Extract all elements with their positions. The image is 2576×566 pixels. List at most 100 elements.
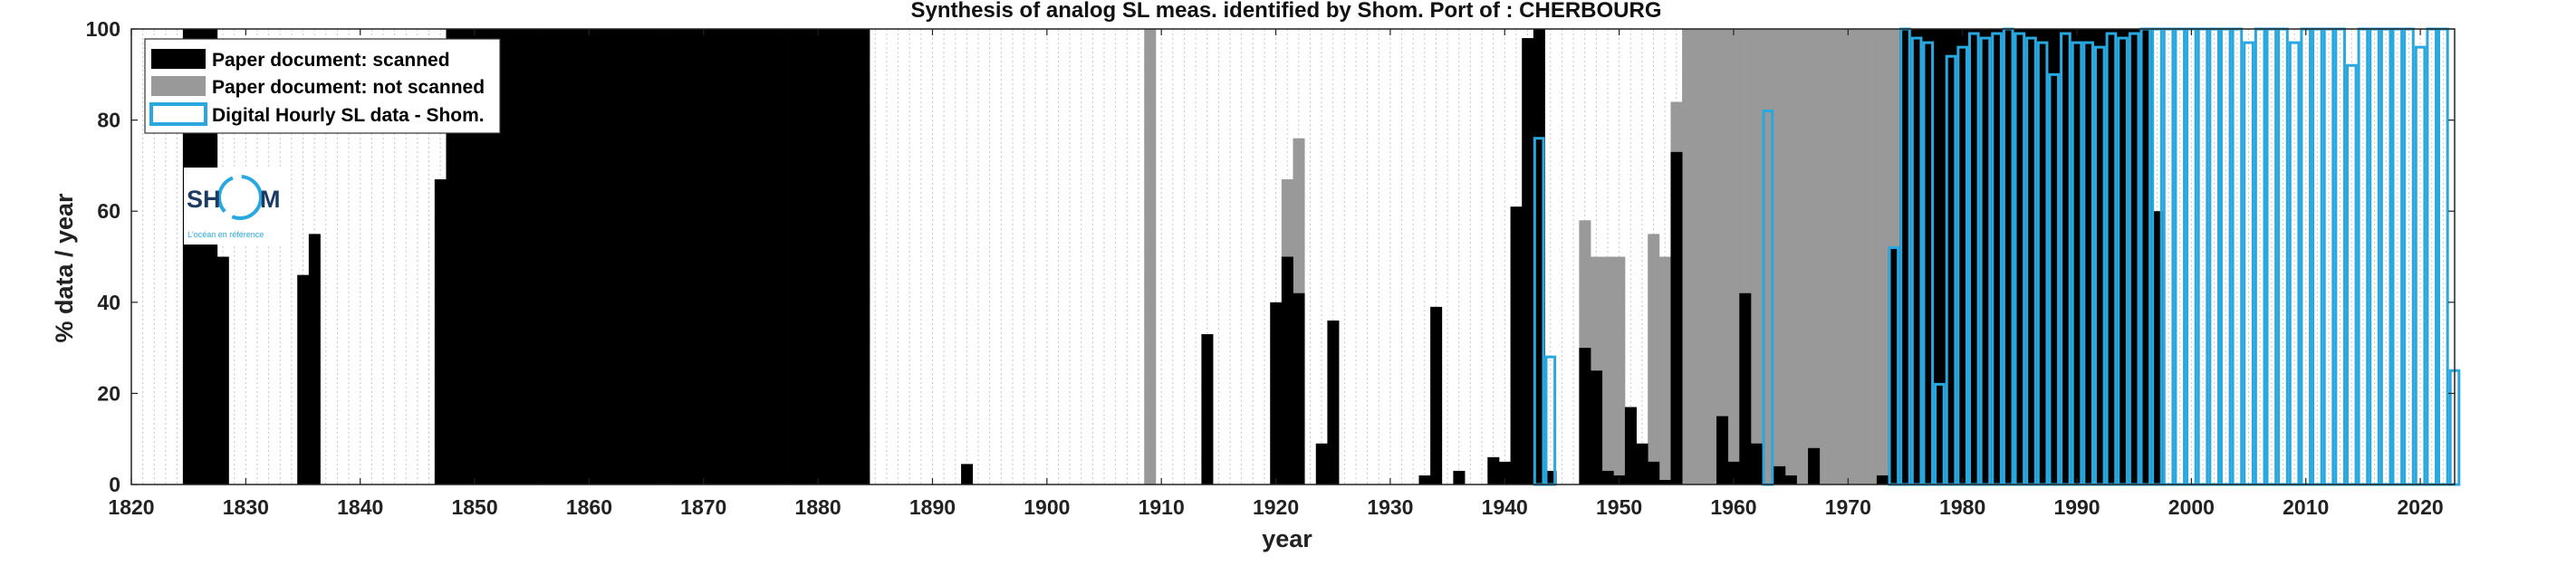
bar-scanned: [732, 29, 745, 484]
legend-label-scanned: Paper document: scanned: [212, 50, 450, 71]
bar-scanned: [1487, 456, 1500, 484]
bar-scanned: [651, 29, 664, 484]
bar-scanned: [434, 178, 447, 485]
bar-scanned: [801, 29, 813, 484]
bar-scanned: [1579, 348, 1591, 484]
bar-scanned: [1522, 38, 1534, 485]
bar-scanned: [1636, 443, 1648, 484]
bar-scanned: [537, 29, 550, 484]
bar-scanned: [583, 29, 596, 484]
x-axis-title: year: [1262, 525, 1312, 552]
bar-scanned: [1453, 470, 1466, 484]
bar-not-scanned: [1876, 29, 1889, 484]
bar-scanned: [514, 29, 527, 484]
bar-not-scanned: [1144, 29, 1157, 484]
y-tick-label: 0: [109, 473, 120, 496]
y-axis-title: % data / year: [51, 193, 78, 343]
bar-scanned: [961, 464, 974, 484]
bar-scanned: [560, 29, 572, 484]
bar-scanned: [1876, 475, 1889, 484]
bar-scanned: [663, 29, 676, 484]
logo-text-right: M: [260, 186, 281, 213]
x-tick-label: 1840: [337, 495, 383, 519]
x-tick-label: 2010: [2283, 495, 2329, 519]
bar-scanned: [480, 29, 493, 484]
bar-not-scanned: [1842, 29, 1855, 484]
bar-scanned: [858, 29, 870, 484]
bar-scanned: [525, 29, 538, 484]
bar-scanned: [572, 29, 584, 484]
bar-not-scanned: [1831, 29, 1843, 484]
bar-scanned: [1591, 370, 1603, 484]
bar-scanned: [457, 29, 470, 484]
bar-scanned: [1281, 256, 1293, 484]
chart-title: Synthesis of analog SL meas. identified …: [911, 0, 1662, 23]
bar-scanned: [216, 256, 229, 484]
bar-scanned: [629, 29, 641, 484]
x-tick-label: 1900: [1024, 495, 1070, 519]
bar-not-scanned: [1784, 29, 1797, 484]
bar-scanned: [206, 29, 218, 484]
bar-scanned: [194, 29, 207, 484]
bar-scanned: [1808, 447, 1821, 484]
bar-scanned: [755, 29, 767, 484]
bar-scanned: [1498, 461, 1511, 484]
bar-scanned: [1315, 443, 1328, 484]
bar-scanned: [1784, 475, 1797, 484]
bar-not-scanned: [1705, 29, 1717, 484]
x-tick-label: 1860: [566, 495, 612, 519]
x-tick-label: 2000: [2168, 495, 2215, 519]
bar-scanned: [1670, 151, 1683, 484]
x-tick-label: 1940: [1482, 495, 1528, 519]
bar-scanned: [606, 29, 619, 484]
bar-not-scanned: [1716, 29, 1729, 484]
y-tick-label: 20: [97, 381, 120, 405]
bar-scanned: [1727, 461, 1740, 484]
bar-scanned: [503, 29, 515, 484]
bar-not-scanned: [1808, 29, 1821, 484]
bar-scanned: [297, 274, 310, 484]
bar-scanned: [308, 234, 321, 484]
x-tick-label: 1960: [1710, 495, 1756, 519]
bar-not-scanned: [1693, 29, 1706, 484]
bar-not-scanned: [1773, 29, 1786, 484]
bar-scanned: [1201, 334, 1214, 484]
bar-scanned: [686, 29, 698, 484]
bar-scanned: [1510, 206, 1523, 485]
bar-scanned: [1648, 461, 1660, 484]
bar-scanned: [1327, 320, 1340, 484]
bar-scanned: [846, 29, 859, 484]
bar-scanned: [1418, 475, 1431, 484]
bar-scanned: [709, 29, 722, 484]
bar-scanned: [777, 29, 790, 484]
bar-scanned: [1624, 407, 1637, 484]
logo-background: [184, 168, 285, 245]
bar-scanned: [640, 29, 653, 484]
bar-scanned: [1293, 293, 1305, 484]
bar-scanned: [1658, 479, 1671, 484]
bar-scanned: [1601, 470, 1614, 484]
bar-scanned: [766, 29, 779, 484]
bar-not-scanned: [1658, 256, 1671, 484]
bar-not-scanned: [1796, 29, 1809, 484]
x-tick-label: 1830: [223, 495, 269, 519]
bar-scanned: [1270, 302, 1283, 484]
legend-stray-dot: .: [520, 77, 525, 98]
x-tick-label: 1880: [795, 495, 841, 519]
bar-scanned: [675, 29, 687, 484]
bar-not-scanned: [1613, 256, 1626, 484]
logo-tagline: L'océan en référence: [187, 230, 264, 239]
bar-scanned: [743, 29, 756, 484]
axis-ticks: 1820 1830 1840 1850 1860 1870 1880 1890 1900 1910…: [86, 17, 2455, 519]
x-tick-label: 1950: [1596, 495, 1642, 519]
bar-scanned: [1430, 306, 1443, 484]
shom-logo: SH M L'océan en référence: [184, 168, 285, 245]
bar-scanned: [594, 29, 607, 484]
bar-scanned: [720, 29, 733, 484]
legend: Paper document: scanned Paper document: …: [144, 38, 525, 134]
bar-scanned: [1773, 465, 1786, 484]
x-tick-label: 1850: [451, 495, 497, 519]
bar-scanned: [618, 29, 630, 484]
bar-scanned: [446, 29, 458, 484]
bar-scanned: [1934, 29, 1946, 484]
